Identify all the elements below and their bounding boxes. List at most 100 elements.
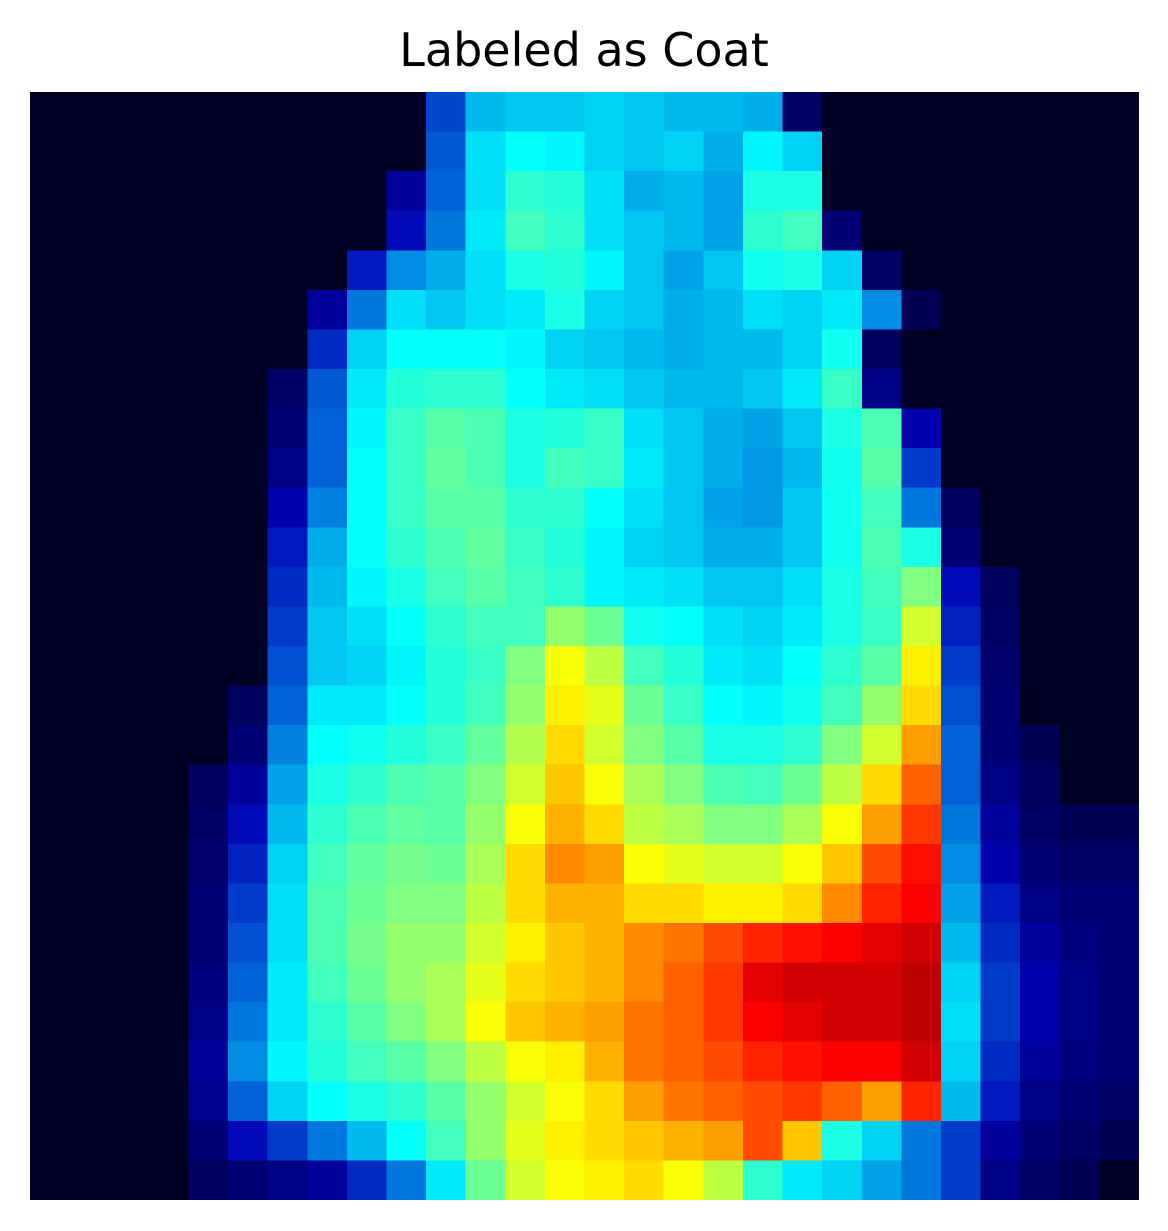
heatmap-cell xyxy=(109,408,150,449)
heatmap-cell xyxy=(624,1081,665,1122)
heatmap-cell xyxy=(386,289,427,331)
heatmap-cell xyxy=(901,369,942,410)
heatmap-cell xyxy=(822,1160,863,1200)
heatmap-cell xyxy=(1020,171,1061,212)
heatmap-cell xyxy=(822,369,863,410)
heatmap-cell xyxy=(307,685,348,726)
heatmap-cell xyxy=(822,606,863,647)
heatmap-cell xyxy=(148,883,190,924)
heatmap-cell xyxy=(30,923,71,964)
heatmap-cell xyxy=(980,210,1021,252)
heatmap-cell xyxy=(30,725,71,766)
heatmap-cell xyxy=(188,210,229,252)
heatmap-cell xyxy=(1099,171,1139,212)
heatmap-cell xyxy=(584,289,625,331)
heatmap-cell xyxy=(346,1160,388,1200)
heatmap-cell xyxy=(663,923,705,964)
heatmap-cell xyxy=(228,171,269,212)
heatmap-cell xyxy=(584,962,625,1003)
heatmap-cell xyxy=(346,92,388,133)
heatmap-cell xyxy=(69,606,111,647)
heatmap-cell xyxy=(1059,646,1101,687)
heatmap-cell xyxy=(624,527,665,568)
heatmap-cell xyxy=(30,92,71,133)
heatmap-cell xyxy=(228,1002,269,1043)
heatmap-cell xyxy=(940,527,982,568)
heatmap-cell xyxy=(703,923,744,964)
heatmap-cell xyxy=(822,883,863,924)
heatmap-cell xyxy=(465,646,507,687)
heatmap-cell xyxy=(188,289,229,331)
heatmap-cell xyxy=(544,1160,586,1200)
heatmap-cell xyxy=(307,843,348,885)
heatmap-cell xyxy=(742,1081,784,1122)
heatmap-cell xyxy=(505,448,546,489)
heatmap-cell xyxy=(188,883,229,924)
heatmap-cell xyxy=(742,1041,784,1083)
heatmap-cell xyxy=(544,804,586,845)
heatmap-cell xyxy=(267,210,309,252)
heatmap-cell xyxy=(228,1041,269,1083)
heatmap-cell xyxy=(426,606,467,647)
heatmap-cell xyxy=(1099,1160,1139,1200)
heatmap-cell xyxy=(624,606,665,647)
heatmap-cell xyxy=(69,923,111,964)
heatmap-cell xyxy=(386,764,427,806)
heatmap-cell xyxy=(940,92,982,133)
heatmap-cell xyxy=(505,1081,546,1122)
heatmap-cell xyxy=(69,289,111,331)
heatmap-cell xyxy=(940,210,982,252)
heatmap-cell xyxy=(505,92,546,133)
heatmap-cell xyxy=(69,1041,111,1083)
heatmap-cell xyxy=(426,646,467,687)
heatmap-cell xyxy=(1020,92,1061,133)
heatmap-cell xyxy=(188,804,229,845)
heatmap-cell xyxy=(386,646,427,687)
heatmap-cell xyxy=(505,1160,546,1200)
heatmap-cell xyxy=(1099,1002,1139,1043)
heatmap-cell xyxy=(109,1160,150,1200)
heatmap-cell xyxy=(109,289,150,331)
heatmap-cell xyxy=(544,210,586,252)
heatmap-cell xyxy=(1059,210,1101,252)
heatmap-cell xyxy=(109,527,150,568)
heatmap-cell xyxy=(465,685,507,726)
heatmap-cell xyxy=(584,1160,625,1200)
heatmap-cell xyxy=(861,566,903,608)
heatmap-cell xyxy=(346,1041,388,1083)
heatmap-cell xyxy=(386,131,427,172)
heatmap-cell xyxy=(980,250,1021,291)
heatmap-cell xyxy=(188,606,229,647)
heatmap-cell xyxy=(782,764,823,806)
heatmap-cell xyxy=(782,1002,823,1043)
heatmap-cell xyxy=(267,1160,309,1200)
heatmap-cell xyxy=(861,725,903,766)
heatmap-cell xyxy=(544,1041,586,1083)
heatmap-cell xyxy=(584,646,625,687)
heatmap-cell xyxy=(386,527,427,568)
heatmap-cell xyxy=(1020,646,1061,687)
heatmap-cell xyxy=(188,962,229,1003)
heatmap-cell xyxy=(1059,606,1101,647)
heatmap-cell xyxy=(1059,1120,1101,1162)
heatmap-cell xyxy=(861,764,903,806)
heatmap-cell xyxy=(861,171,903,212)
heatmap-cell xyxy=(109,606,150,647)
heatmap-cell xyxy=(584,92,625,133)
heatmap-cell xyxy=(901,289,942,331)
heatmap-cell xyxy=(940,171,982,212)
heatmap-cell xyxy=(782,685,823,726)
heatmap-cell xyxy=(703,1041,744,1083)
heatmap-cell xyxy=(822,527,863,568)
heatmap-cell xyxy=(624,289,665,331)
heatmap-cell xyxy=(30,646,71,687)
heatmap-cell xyxy=(1020,1041,1061,1083)
heatmap-cell xyxy=(505,171,546,212)
heatmap-cell xyxy=(228,725,269,766)
heatmap-cell xyxy=(109,448,150,489)
heatmap-cell xyxy=(1099,685,1139,726)
heatmap-cell xyxy=(30,843,71,885)
heatmap-cell xyxy=(426,804,467,845)
heatmap-cell xyxy=(426,685,467,726)
heatmap-cell xyxy=(148,764,190,806)
